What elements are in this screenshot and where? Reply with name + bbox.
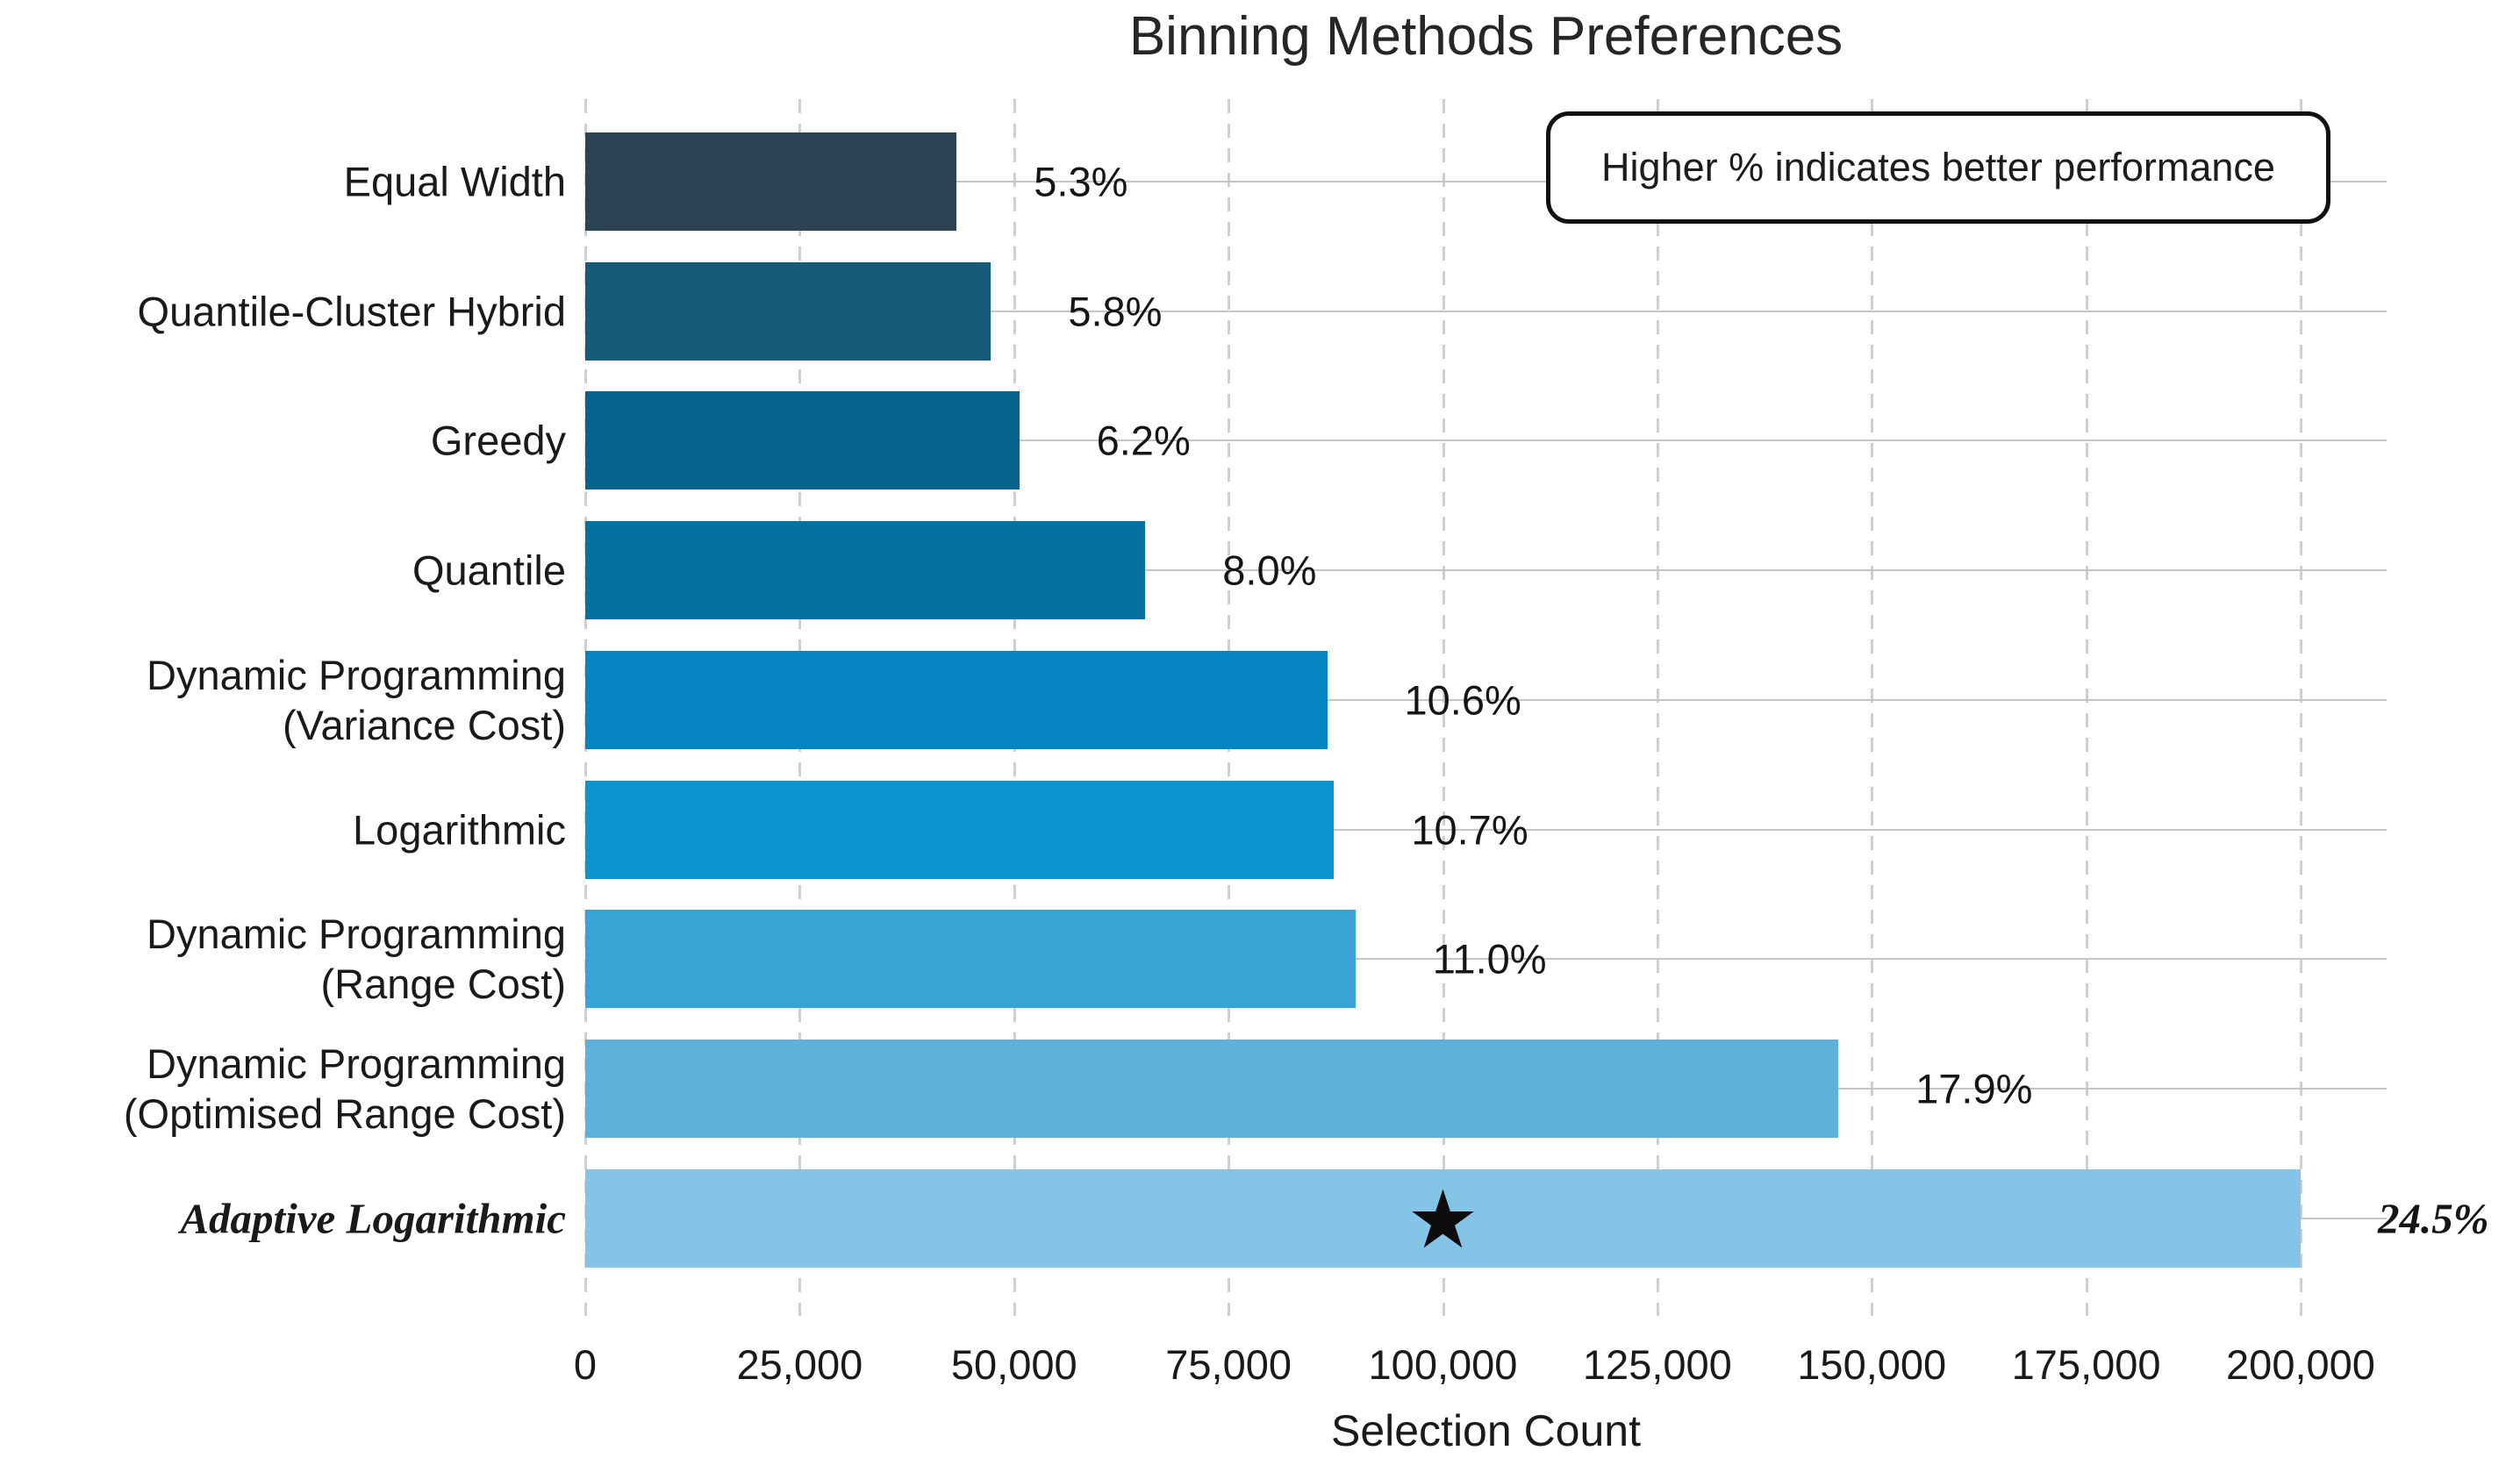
category-label: Dynamic Programming (Variance Cost) [147,651,566,748]
bar-quantile-cluster-hybrid [585,261,992,361]
x-tick-label: 0 [573,1341,598,1388]
horizontal-gridline [585,310,2387,312]
annotation-box: Higher % indicates better performance [1546,111,2330,224]
horizontal-gridline [585,569,2387,572]
horizontal-gridline [585,958,2387,961]
bar-value-label: 11.0% [1432,935,1547,983]
bar-value-label: 17.9% [1915,1065,2033,1112]
category-label: Dynamic Programming (Optimised Range Cos… [123,1040,566,1137]
category-label: Equal Width [343,158,566,205]
vertical-gridline [2300,99,2302,1316]
bar-value-label: 5.8% [1068,288,1163,335]
horizontal-gridline [585,181,2387,182]
category-label: Quantile [412,547,566,594]
bar-value-label: 24.5% [2378,1194,2489,1243]
plot-area: 5.3% 5.8% 6.2% 8.0% 10.6% 10.7% 11.0% 17.9% 24.5… [584,99,2489,1316]
vertical-gridline [1871,99,1874,1316]
bar-dynamic-programming [585,910,1356,1009]
vertical-gridline [1442,99,1445,1316]
x-tick-label: 125,000 [1582,1341,1732,1388]
bar-dynamic-programming [585,650,1328,749]
y-axis-labels: Equal Width Quantile-Cluster Hybrid Greedy… [0,99,566,1290]
x-tick-label: 150,000 [1797,1341,1947,1388]
x-tick-label: 100,000 [1368,1341,1518,1388]
bar-value-label: 5.3% [1034,158,1128,205]
vertical-gridline [2085,99,2088,1316]
bar-logarithmic [585,780,1335,879]
bar-equal-width [585,132,957,231]
annotation-text: Higher % indicates better performance [1601,145,2275,189]
bar-greedy [585,391,1020,490]
bar-dynamic-programming [585,1039,1839,1138]
bar-quantile [585,521,1146,620]
category-label: Dynamic Programming (Range Cost) [147,911,566,1008]
bar-value-label: 6.2% [1096,417,1191,464]
vertical-gridline [1656,99,1659,1316]
x-tick-label: 200,000 [2226,1341,2375,1388]
x-tick-label: 25,000 [736,1341,863,1388]
category-label: Adaptive Logarithmic [180,1194,566,1243]
bar-value-label: 8.0% [1222,547,1317,594]
horizontal-gridline [585,698,2387,701]
category-label: Quantile-Cluster Hybrid [137,288,566,335]
bar-value-label: 10.7% [1411,806,1528,853]
bar-adaptive-logarithmic [585,1168,2301,1268]
x-tick-label: 50,000 [950,1341,1077,1388]
category-label: Logarithmic [353,806,566,853]
x-tick-label: 75,000 [1165,1341,1292,1388]
x-axis-tick-labels: 0 25,000 50,000 75,000 100,000 125,000 150,000… [574,1340,2428,1393]
chart-title: Binning Methods Preferences [1128,6,1843,67]
star-marker-icon: ★ [1407,1175,1479,1265]
x-axis-title: Selection Count [1330,1406,1641,1455]
x-tick-label: 175,000 [2011,1341,2161,1388]
horizontal-gridline [585,828,2387,831]
horizontal-gridline [585,439,2387,442]
category-label: Greedy [430,417,566,464]
bar-value-label: 10.6% [1404,676,1521,724]
